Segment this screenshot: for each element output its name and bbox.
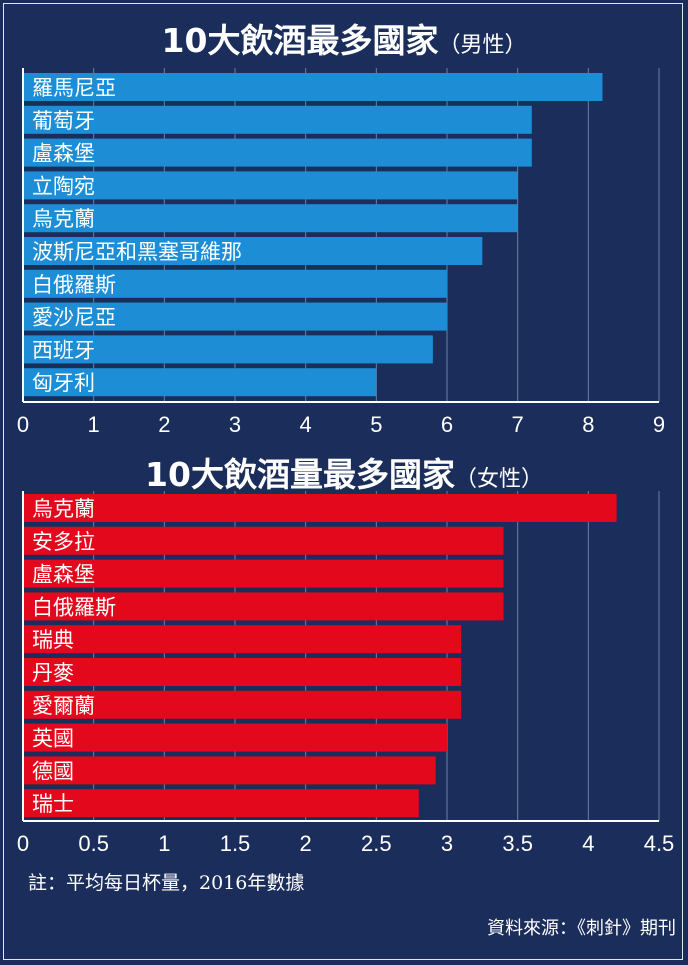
male-bar — [23, 368, 377, 397]
female-bar — [23, 592, 504, 621]
male-bar-label: 烏克蘭 — [32, 207, 95, 231]
female-tick-label: 2.5 — [361, 831, 392, 856]
female-tick-label: 4.5 — [644, 831, 675, 856]
female-bar-label: 愛爾蘭 — [32, 694, 95, 718]
female-bar-label: 烏克蘭 — [32, 497, 95, 521]
female-bar — [23, 789, 419, 818]
female-bar-label: 丹麥 — [32, 661, 74, 685]
male-tick-label: 5 — [370, 412, 382, 437]
male-bar-label: 白俄羅斯 — [32, 273, 116, 297]
female-tick-label: 4 — [582, 831, 594, 856]
female-bar-label: 德國 — [32, 759, 74, 783]
male-tick-label: 3 — [229, 412, 241, 437]
male-bar — [23, 105, 532, 134]
female-tick-label: 2 — [300, 831, 312, 856]
male-bar — [23, 302, 447, 331]
female-bar-label: 瑞士 — [32, 792, 74, 816]
male-bar-label: 波斯尼亞和黑塞哥維那 — [32, 240, 242, 264]
male-tick-label: 0 — [17, 412, 29, 437]
female-tick-label: 1.5 — [220, 831, 251, 856]
male-tick-label: 4 — [300, 412, 312, 437]
female-bar-label: 瑞典 — [32, 628, 74, 652]
male-bar-label: 立陶宛 — [32, 174, 95, 198]
male-bar — [23, 237, 483, 265]
female-bar-label: 英國 — [32, 727, 74, 751]
female-bar — [23, 658, 462, 686]
bar-chart-male: 羅馬尼亞葡萄牙盧森堡立陶宛烏克蘭波斯尼亞和黑塞哥維那白俄羅斯愛沙尼亞西班牙匈牙利… — [17, 68, 665, 437]
male-bar-label: 羅馬尼亞 — [32, 76, 116, 100]
female-tick-label: 3 — [441, 831, 453, 856]
female-bar — [23, 625, 462, 654]
female-bar-label: 白俄羅斯 — [32, 595, 116, 619]
female-bar — [23, 559, 504, 588]
female-tick-label: 0.5 — [78, 831, 109, 856]
female-tick-label: 3.5 — [502, 831, 533, 856]
female-tick-label: 1 — [158, 831, 170, 856]
male-bar — [23, 138, 532, 167]
female-bar — [23, 494, 617, 522]
male-tick-label: 6 — [441, 412, 453, 437]
male-bar-label: 葡萄牙 — [32, 109, 95, 133]
female-bar — [23, 690, 462, 719]
female-bar — [23, 756, 436, 785]
male-bar — [23, 171, 518, 200]
male-bar — [23, 204, 518, 233]
female-bar — [23, 723, 447, 752]
male-bar-label: 匈牙利 — [32, 371, 95, 395]
male-bar-label: 盧森堡 — [32, 142, 95, 166]
male-tick-label: 1 — [88, 412, 100, 437]
female-bar-label: 盧森堡 — [32, 563, 95, 587]
male-tick-label: 7 — [512, 412, 524, 437]
chart-title-female-main: 10大飲酒量最多國家 — [145, 455, 455, 494]
female-bar-label: 安多拉 — [32, 530, 95, 554]
chart-subtitle-male: （男性） — [438, 33, 527, 58]
male-tick-label: 2 — [158, 412, 170, 437]
chart-subtitle-female: （女性） — [454, 467, 543, 492]
female-bar — [23, 526, 504, 555]
male-bar — [23, 335, 433, 364]
male-tick-label: 9 — [653, 412, 665, 437]
male-tick-label: 8 — [582, 412, 594, 437]
male-bar — [23, 73, 603, 101]
footnote: 註：平均每日杯量，2016年數據 — [28, 872, 305, 894]
male-bar-label: 愛沙尼亞 — [32, 306, 116, 330]
male-bar-label: 西班牙 — [32, 338, 95, 362]
male-bar — [23, 269, 447, 298]
female-tick-label: 0 — [17, 831, 29, 856]
chart-title-male-main: 10大飲酒最多國家 — [161, 21, 439, 60]
chart-title-male: 10大飲酒最多國家（男性） — [0, 14, 688, 62]
chart-frame — [3, 3, 683, 960]
chart-title-female: 10大飲酒量最多國家（女性） — [0, 448, 688, 496]
source-credit: 資料來源：《刺針》期刊 — [487, 918, 676, 939]
